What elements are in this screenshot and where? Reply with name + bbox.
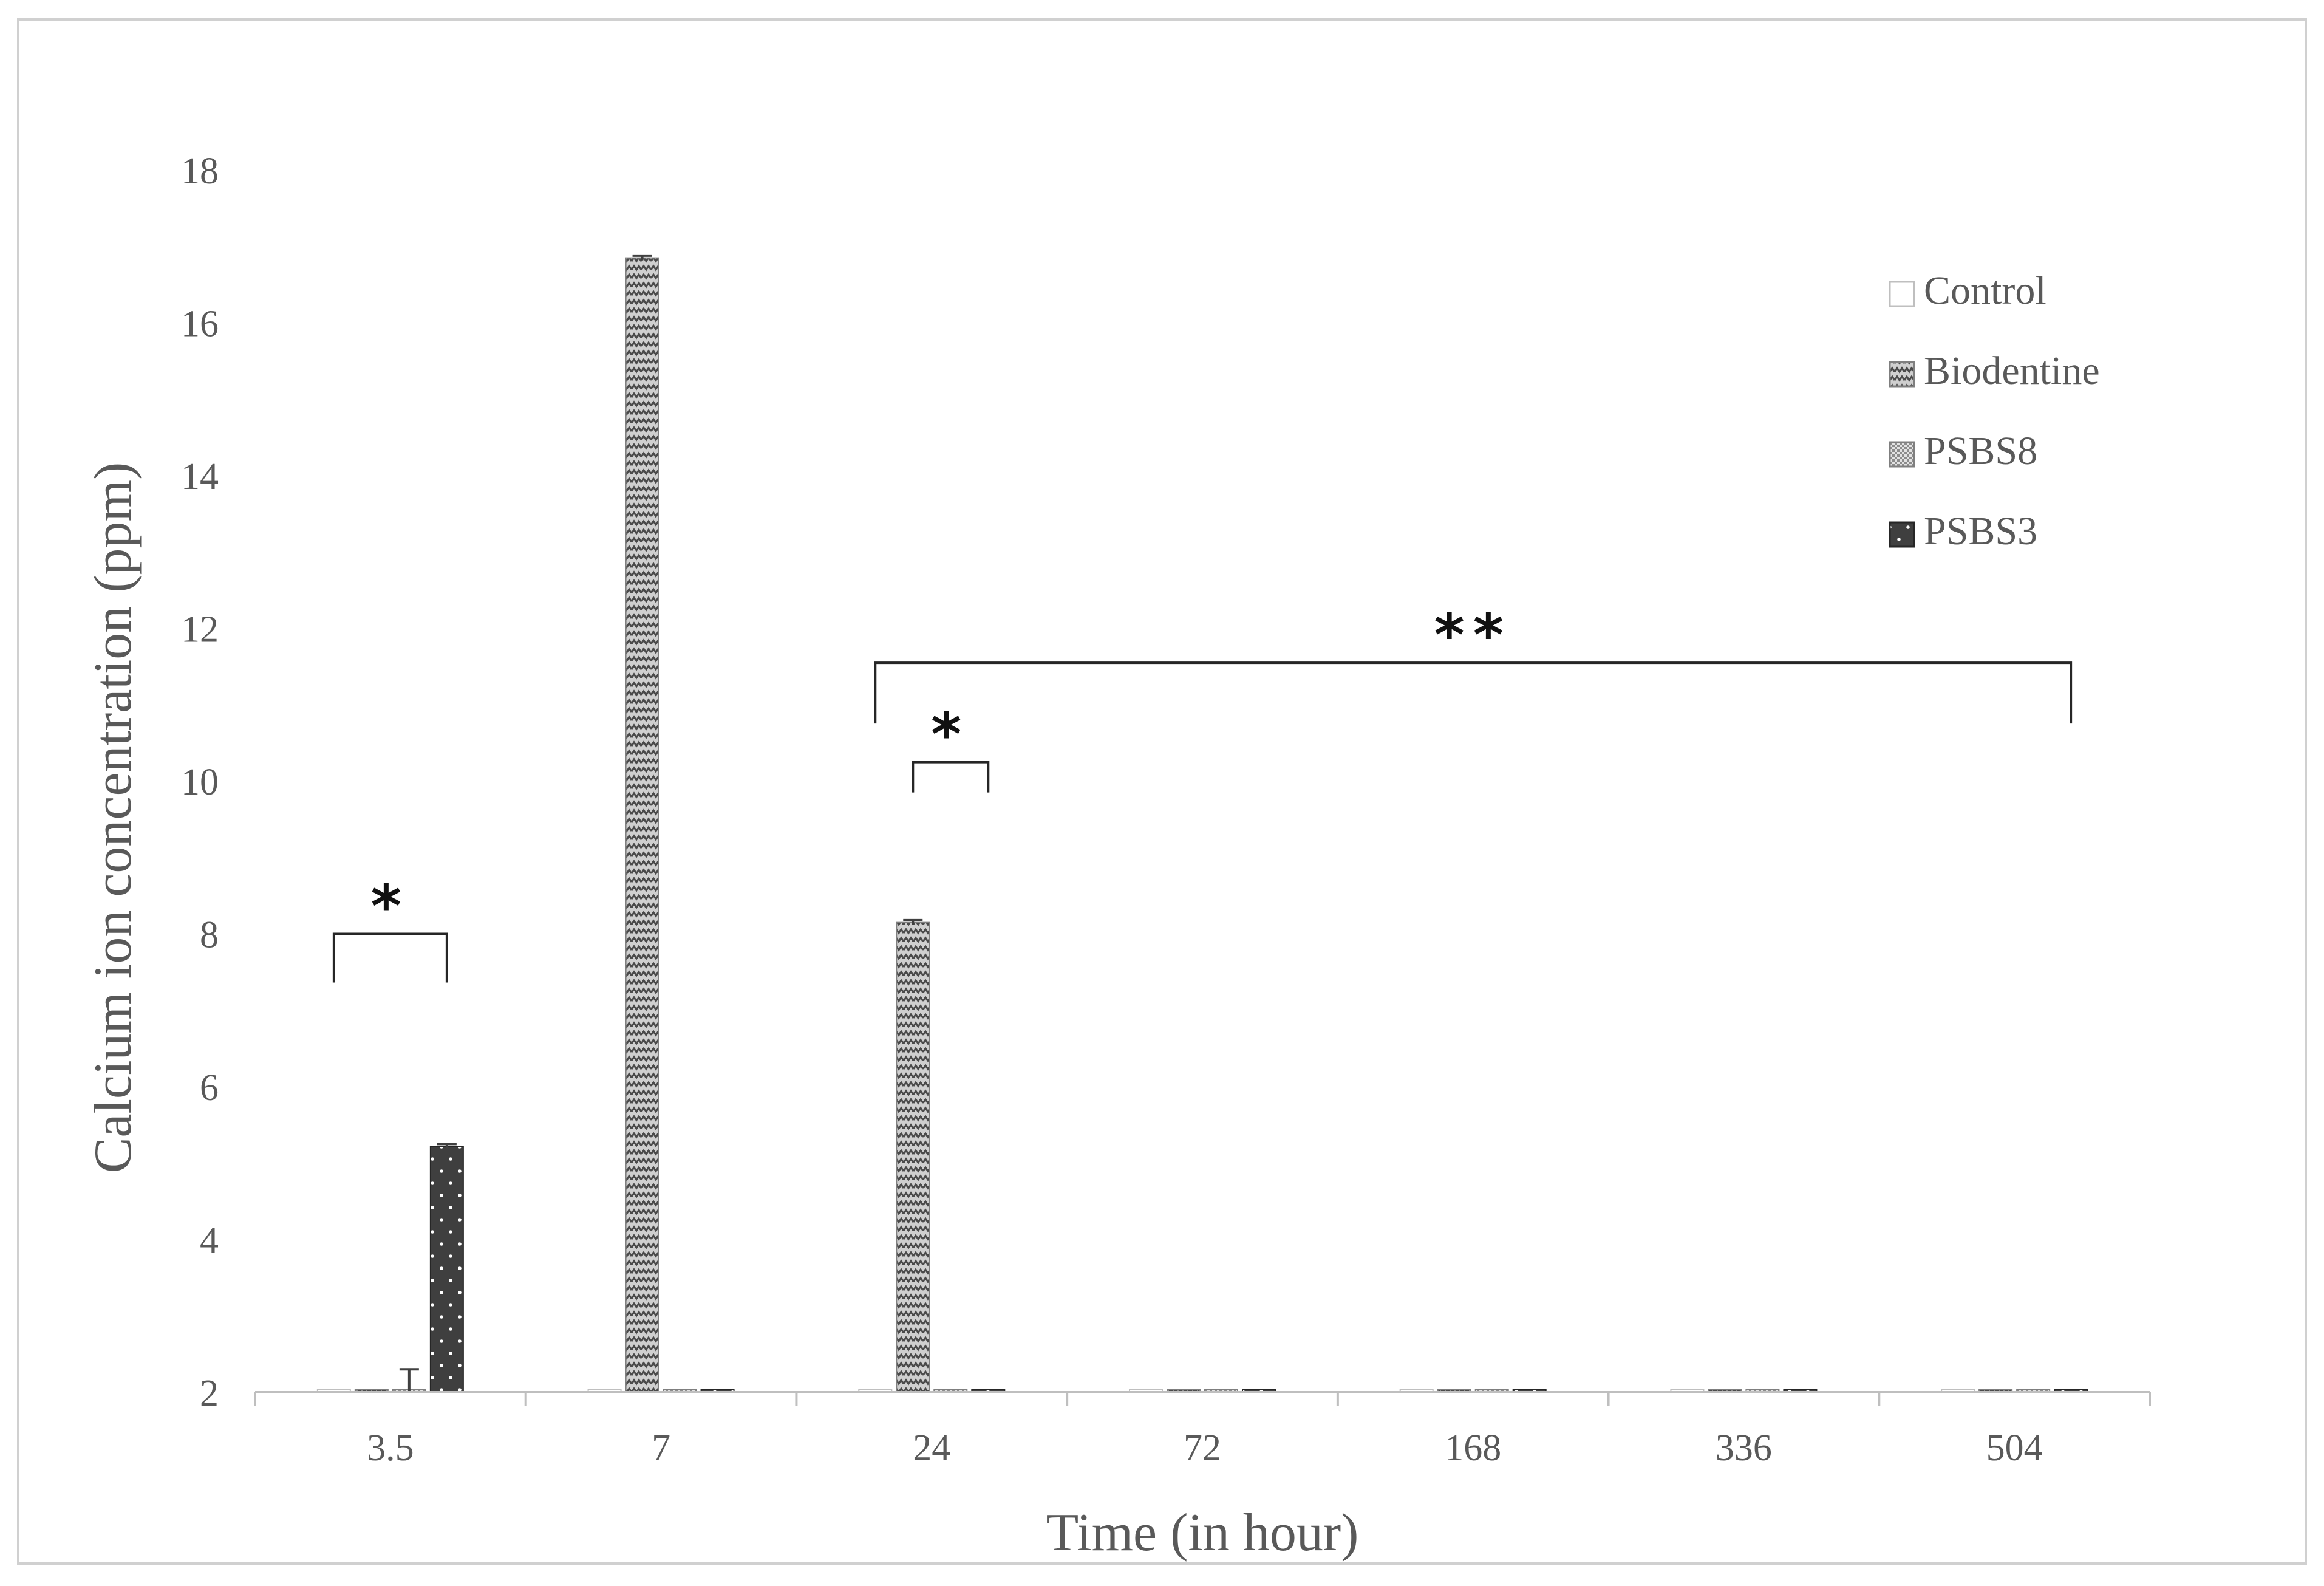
x-tick-label: 72 bbox=[1184, 1427, 1221, 1469]
y-tick-label: 6 bbox=[200, 1067, 219, 1109]
significance-marker: * bbox=[931, 701, 970, 769]
y-tick-label: 14 bbox=[181, 456, 219, 497]
y-tick-label: 16 bbox=[181, 304, 219, 345]
x-tick-label: 336 bbox=[1716, 1427, 1772, 1469]
y-tick-label: 2 bbox=[200, 1373, 219, 1414]
x-tick-label: 7 bbox=[652, 1427, 670, 1469]
bar-psbs3-3.5 bbox=[429, 1146, 464, 1393]
chart-border bbox=[17, 18, 2307, 1565]
significance-marker: ** bbox=[1434, 601, 1512, 669]
y-axis-title: Calcium ion concentration (ppm) bbox=[84, 462, 143, 1174]
legend-swatch bbox=[1889, 281, 1915, 307]
legend-label: PSBS3 bbox=[1924, 509, 2037, 553]
y-tick-label: 18 bbox=[181, 151, 219, 192]
significance-marker: * bbox=[371, 873, 410, 941]
x-tick-label: 24 bbox=[913, 1427, 950, 1469]
x-tick-label: 504 bbox=[1986, 1427, 2043, 1469]
bar-biodentine-7 bbox=[625, 257, 659, 1393]
bar-biodentine-24 bbox=[896, 921, 930, 1393]
legend-swatch bbox=[1889, 441, 1915, 468]
significance-bracket bbox=[874, 661, 2073, 724]
significance-bracket bbox=[912, 761, 990, 793]
y-tick-label: 4 bbox=[200, 1220, 219, 1262]
y-tick-label: 10 bbox=[181, 762, 219, 803]
y-tick-label: 8 bbox=[200, 915, 219, 956]
y-tick-label: 12 bbox=[181, 609, 219, 651]
legend-swatch bbox=[1889, 521, 1915, 548]
legend-swatch bbox=[1889, 361, 1915, 388]
x-tick-label: 3.5 bbox=[367, 1427, 414, 1469]
legend-label: Biodentine bbox=[1924, 349, 2100, 393]
x-tick-label: 168 bbox=[1445, 1427, 1501, 1469]
legend-label: Control bbox=[1924, 268, 2046, 313]
x-axis-title: Time (in hour) bbox=[1046, 1503, 1359, 1562]
significance-bracket bbox=[332, 932, 448, 983]
legend-label: PSBS8 bbox=[1924, 429, 2037, 473]
